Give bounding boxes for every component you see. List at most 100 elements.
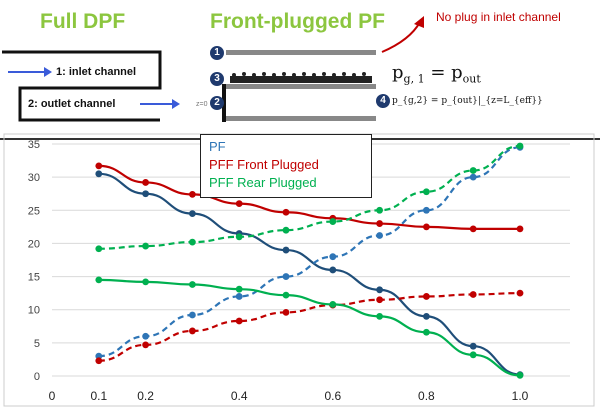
soot-layer (230, 72, 372, 83)
series-point-0 (142, 190, 150, 198)
series-point-3 (282, 308, 290, 316)
series-point-0 (329, 266, 337, 274)
series-line-0 (98, 172, 521, 376)
series-point-5 (235, 233, 243, 241)
z0-label: z=0 (196, 101, 208, 108)
badge-2: 2 (210, 96, 224, 110)
series-point-3 (516, 289, 524, 297)
x-tick-label: 0 (49, 389, 56, 403)
series-point-0 (189, 210, 196, 217)
y-tick-label: 20 (28, 238, 40, 250)
x-tick-label: 0.4 (231, 389, 248, 403)
series-point-3 (423, 293, 430, 300)
y-tick-label: 15 (28, 272, 40, 284)
y-tick-label: 30 (28, 172, 40, 184)
series-point-5 (189, 238, 196, 246)
front-plugged-title: Front-plugged PF (210, 10, 385, 33)
series-point-3 (235, 317, 243, 325)
series-point-0 (376, 286, 383, 294)
series-point-5 (282, 226, 290, 234)
series-point-3 (95, 357, 103, 365)
series-point-1 (282, 273, 290, 280)
y-tick-label: 35 (28, 139, 40, 151)
series-point-5 (142, 242, 150, 250)
series-point-5 (423, 188, 430, 196)
series-point-4 (329, 301, 337, 308)
y-tick-label: 25 (28, 205, 40, 217)
series-point-2 (142, 179, 150, 186)
y-tick-label: 5 (34, 338, 40, 350)
series-line-1 (98, 146, 521, 358)
series-point-2 (282, 208, 290, 216)
full-dpf-channel (2, 50, 162, 122)
series-point-4 (469, 351, 477, 359)
plate-top (226, 50, 376, 55)
inlet-arrowhead (44, 67, 52, 77)
series-point-5 (376, 206, 383, 214)
series-line-4 (98, 278, 521, 377)
series-point-3 (142, 341, 150, 349)
series-point-5 (469, 167, 477, 174)
plate-bottom (226, 116, 376, 121)
series-point-3 (189, 327, 196, 335)
series-point-1 (189, 311, 196, 319)
series-point-1 (235, 293, 243, 300)
legend-item-front-plugged: PFF Front Plugged (209, 157, 319, 172)
series-point-2 (189, 190, 196, 198)
series-point-0 (423, 312, 430, 320)
y-tick-label: 10 (28, 305, 40, 317)
x-tick-label: 0.8 (418, 389, 435, 403)
pressure-equation-1: pg, 1 = pout (392, 62, 481, 86)
series-point-5 (95, 245, 103, 253)
chart-legend: PF PFF Front Plugged PFF Rear Plugged (200, 134, 372, 198)
series-point-2 (516, 225, 524, 233)
dpf-diagram: Full DPF Front-plugged PF No plug in inl… (0, 0, 600, 140)
series-point-5 (329, 218, 337, 225)
diagram-graphics (2, 16, 424, 122)
series-point-2 (376, 220, 383, 227)
series-point-4 (189, 281, 196, 288)
series-point-1 (376, 232, 383, 239)
no-plug-annotation: No plug in inlet channel (436, 10, 561, 24)
series-point-2 (95, 162, 103, 170)
annotation-arrowhead (414, 16, 424, 28)
legend-item-rear-plugged: PFF Rear Plugged (209, 175, 317, 190)
series-point-2 (235, 200, 243, 208)
outlet-arrowhead (172, 99, 180, 109)
series-point-4 (423, 328, 430, 336)
series-line-2 (98, 164, 520, 230)
badge-1: 1 (210, 46, 224, 60)
pressure-equation-2: p_{g,2} = p_{out}|_{z=L_{eff}} (392, 96, 543, 106)
series-point-4 (376, 312, 383, 320)
series-point-0 (95, 170, 103, 178)
series-point-2 (423, 223, 430, 231)
x-tick-label: 0.6 (324, 389, 341, 403)
badge-3: 3 (210, 72, 224, 86)
x-tick-label: 0.1 (90, 389, 107, 403)
series-point-0 (282, 246, 290, 254)
series-point-1 (329, 253, 337, 261)
series-point-4 (516, 371, 524, 379)
series-point-4 (235, 285, 243, 293)
series-point-2 (469, 225, 477, 233)
series-point-3 (376, 296, 383, 304)
series-point-5 (516, 142, 524, 150)
annotation-arrow (381, 21, 421, 53)
series-point-4 (282, 291, 290, 299)
line-chart: 0 5 10 15 20 25 30 35 0 0.1 0.2 0.4 0.6 0.8 1.0 (3, 133, 595, 407)
series-point-1 (423, 206, 430, 214)
full-dpf-title: Full DPF (40, 10, 126, 33)
series-point-1 (469, 173, 477, 181)
badge-4: 4 (376, 94, 390, 108)
plate-mid (226, 84, 376, 89)
x-tick-label: 1.0 (512, 389, 529, 403)
front-plug (222, 84, 226, 122)
series-point-4 (142, 278, 150, 286)
series-line-3 (98, 292, 521, 362)
legend-item-pf: PF (209, 139, 226, 154)
series-point-4 (95, 276, 103, 284)
series-point-3 (469, 291, 477, 298)
inlet-channel-label: 1: inlet channel (56, 66, 137, 78)
series-line-5 (98, 144, 521, 250)
outlet-channel-label: 2: outlet channel (28, 98, 116, 110)
